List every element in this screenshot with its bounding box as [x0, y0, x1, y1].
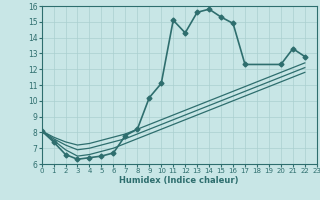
X-axis label: Humidex (Indice chaleur): Humidex (Indice chaleur): [119, 176, 239, 185]
